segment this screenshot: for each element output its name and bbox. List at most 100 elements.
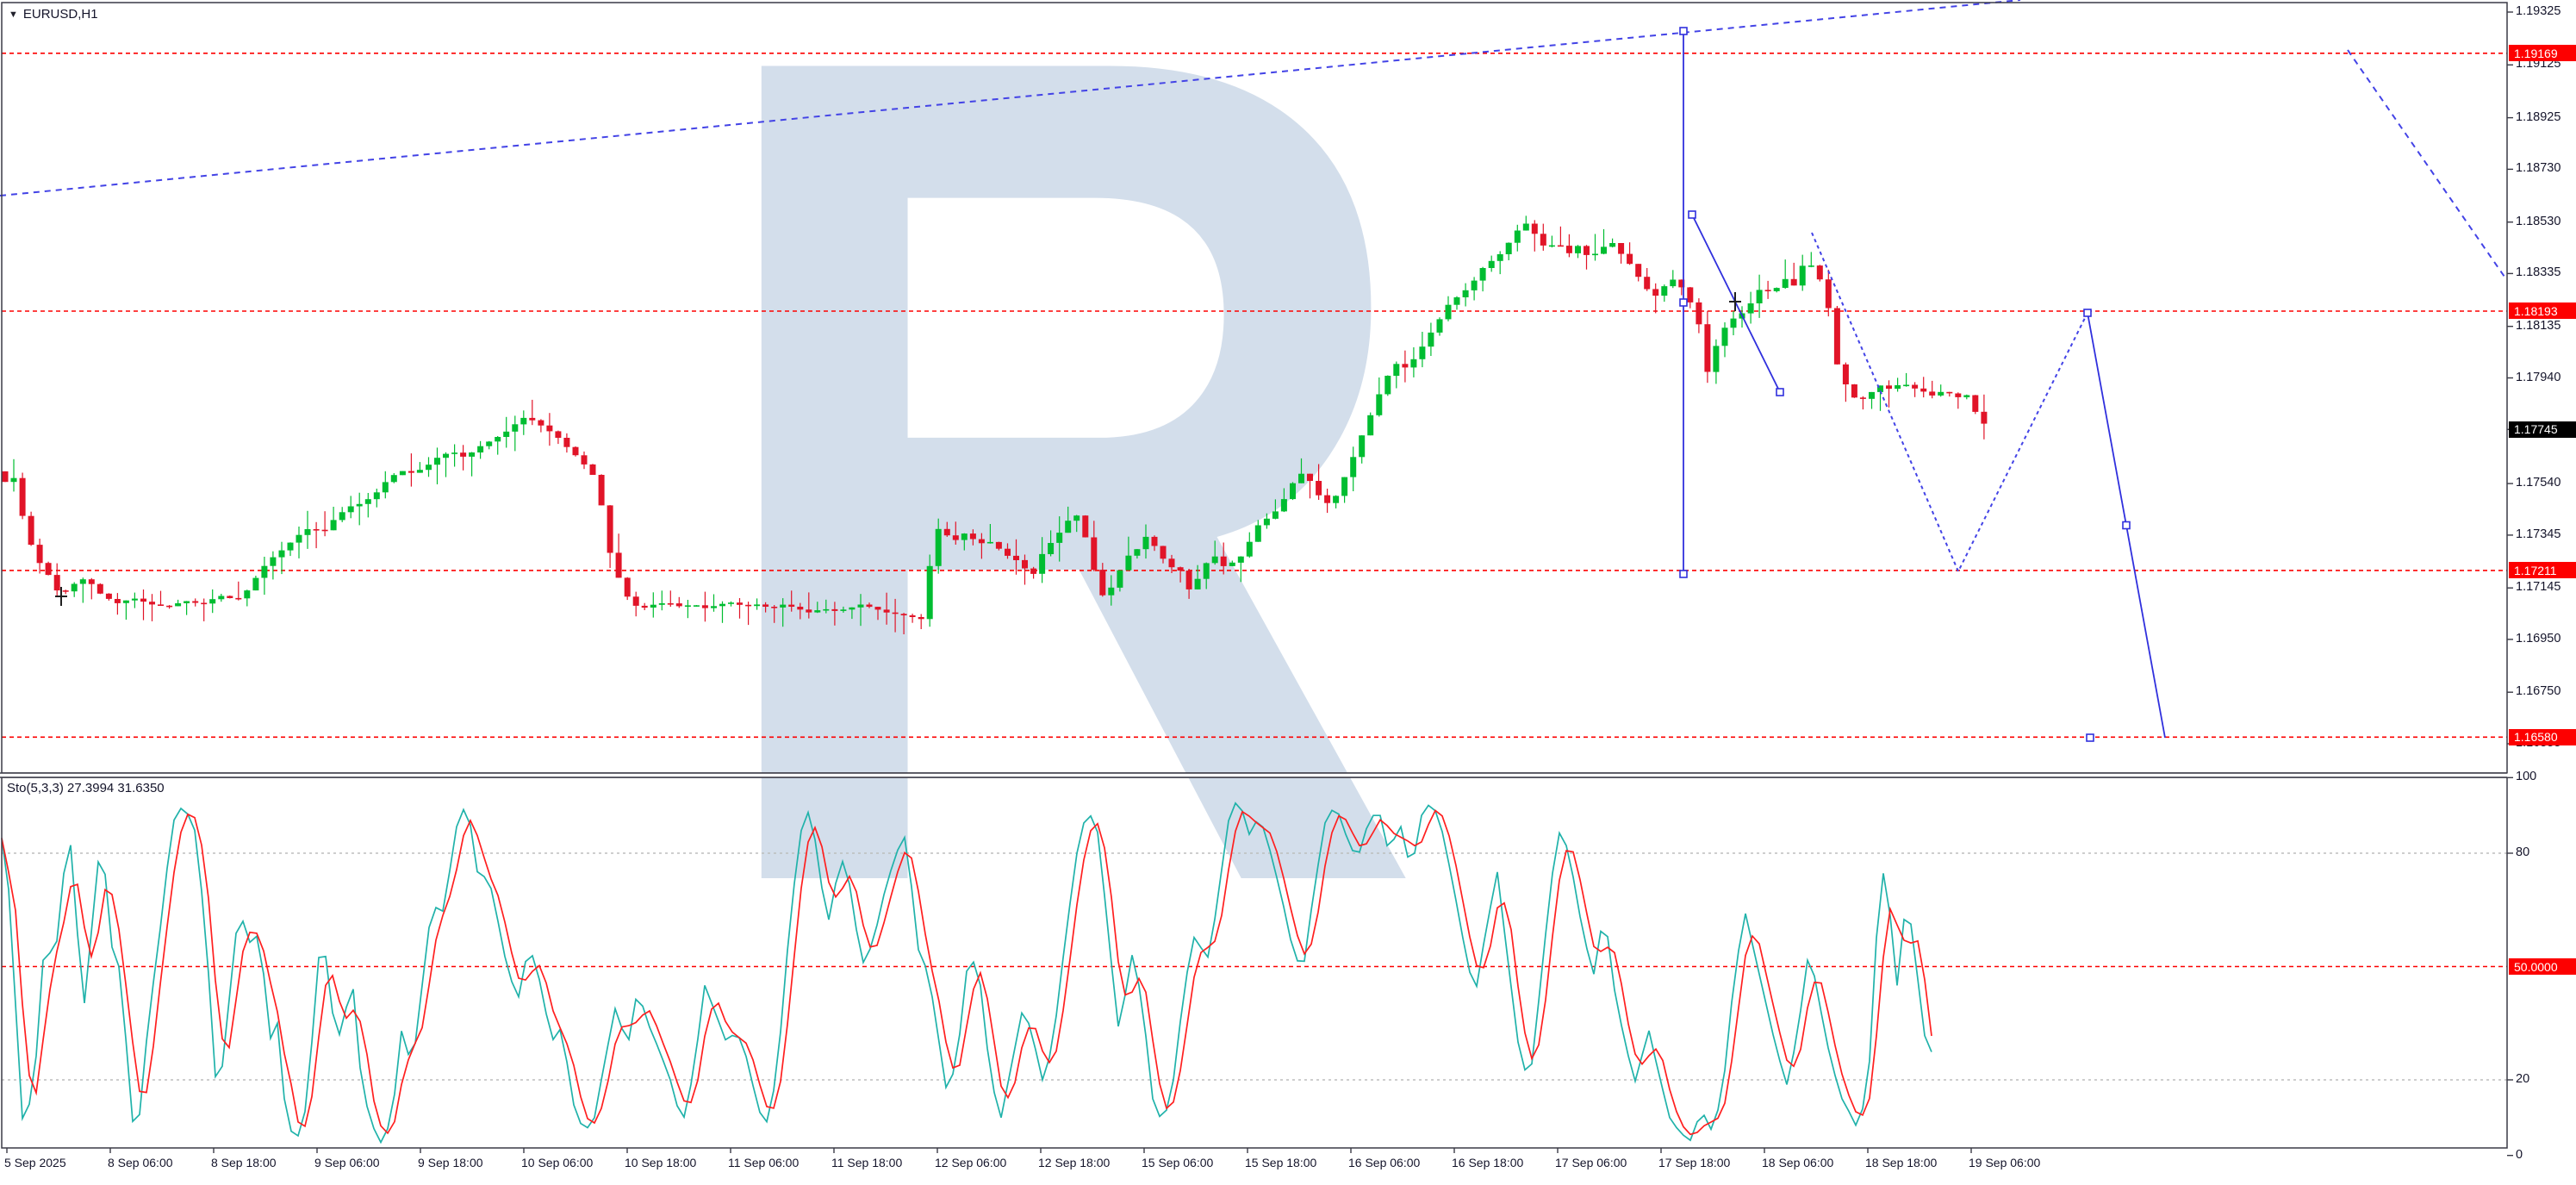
panel-splitter[interactable]	[0, 773, 2576, 777]
time-axis-label[interactable]: 5 Sep 2025	[4, 1156, 66, 1169]
time-axis-label[interactable]: 12 Sep 18:00	[1038, 1156, 1111, 1169]
time-axis-label[interactable]: 9 Sep 18:00	[418, 1156, 483, 1169]
candle-body	[1627, 253, 1633, 265]
candle-body	[1142, 536, 1149, 550]
candle-body	[995, 541, 1002, 549]
candle-body	[1713, 346, 1720, 372]
candle-body	[1393, 364, 1400, 377]
time-axis-label[interactable]: 15 Sep 06:00	[1142, 1156, 1214, 1169]
candle-body	[1194, 578, 1201, 589]
time-axis-label[interactable]: 18 Sep 18:00	[1865, 1156, 1938, 1169]
time-axis-label[interactable]: 11 Sep 06:00	[728, 1156, 800, 1169]
candle-body	[1428, 332, 1434, 347]
object-handle[interactable]	[2083, 309, 2092, 317]
candle-body	[1756, 290, 1763, 303]
stochastic-signal-line	[1, 809, 1932, 1136]
time-axis-label[interactable]: 18 Sep 06:00	[1762, 1156, 1834, 1169]
candle-body	[1237, 556, 1244, 563]
candle-body	[1696, 302, 1702, 325]
candle-body	[1635, 264, 1642, 278]
object-handle[interactable]	[1688, 210, 1696, 219]
candle-body	[1290, 483, 1296, 500]
time-axis-label[interactable]: 8 Sep 06:00	[108, 1156, 173, 1169]
candle-body	[1263, 518, 1270, 526]
candle-body	[166, 605, 173, 608]
time-axis-label[interactable]: 8 Sep 18:00	[211, 1156, 277, 1169]
candle-body	[1410, 359, 1417, 368]
candle-body	[1505, 242, 1512, 254]
candle-body	[529, 417, 536, 421]
symbol-timeframe-label[interactable]: ▼ EURUSD,H1	[9, 7, 98, 22]
price-axis-label[interactable]: 1.16750	[2516, 684, 2561, 699]
candle-body	[1324, 495, 1331, 503]
candle-body	[1929, 391, 1936, 396]
price-axis-label[interactable]: 1.17540	[2516, 476, 2561, 490]
dotted-zigzag-projection[interactable]	[1811, 232, 2088, 574]
price-axis-label[interactable]: 1.18135	[2516, 318, 2561, 333]
price-axis-label[interactable]: 1.19325	[2516, 4, 2561, 18]
candle-body	[1082, 515, 1089, 538]
sto-axis-label[interactable]: 100	[2516, 770, 2537, 784]
price-axis-label[interactable]: 1.18730	[2516, 161, 2561, 176]
time-axis-label[interactable]: 11 Sep 18:00	[831, 1156, 903, 1169]
candle-body	[1091, 537, 1098, 571]
time-axis-label[interactable]: 9 Sep 06:00	[314, 1156, 380, 1169]
candle-body	[1307, 473, 1313, 481]
candle-body	[1799, 265, 1806, 286]
candle-body	[347, 506, 354, 513]
price-axis-label[interactable]: 1.18335	[2516, 265, 2561, 280]
candle-body	[788, 604, 795, 607]
object-handle[interactable]	[1679, 298, 1688, 307]
candle-body	[235, 597, 242, 600]
time-axis-label[interactable]: 15 Sep 18:00	[1245, 1156, 1317, 1169]
candle-body	[1912, 384, 1919, 389]
time-axis-label[interactable]: 17 Sep 18:00	[1658, 1156, 1731, 1169]
price-axis-label[interactable]: 1.17145	[2516, 580, 2561, 595]
object-handle[interactable]	[1679, 570, 1688, 578]
candle-body	[1160, 546, 1167, 559]
candle-body	[330, 520, 337, 531]
candle-body	[762, 604, 769, 607]
price-axis-label[interactable]: 1.17940	[2516, 370, 2561, 384]
price-axis-label[interactable]: 1.17345	[2516, 527, 2561, 541]
candle-body	[477, 446, 484, 452]
candle-body	[1039, 553, 1046, 574]
candle-body	[416, 470, 423, 473]
time-axis-label[interactable]: 16 Sep 06:00	[1348, 1156, 1421, 1169]
time-axis-label[interactable]: 17 Sep 06:00	[1555, 1156, 1627, 1169]
object-handle[interactable]	[1679, 27, 1688, 35]
dashed-projection-line-right[interactable]	[2347, 49, 2507, 280]
sto-axis-label[interactable]: 20	[2516, 1072, 2530, 1086]
price-axis-label[interactable]: 1.16950	[2516, 631, 2561, 646]
time-axis-label[interactable]: 16 Sep 18:00	[1452, 1156, 1524, 1169]
time-axis-label[interactable]: 19 Sep 06:00	[1969, 1156, 2041, 1169]
object-handle[interactable]	[1776, 388, 1784, 396]
candle-body	[711, 606, 717, 608]
candle-body	[986, 541, 993, 544]
object-handle[interactable]	[2122, 521, 2131, 530]
candle-body	[1886, 385, 1892, 390]
candle-body	[28, 515, 34, 546]
candle-body	[797, 607, 804, 610]
time-axis-label[interactable]: 10 Sep 06:00	[521, 1156, 594, 1169]
candle-body	[1056, 533, 1063, 543]
sto-axis-label[interactable]: 80	[2516, 845, 2530, 859]
indicator-label[interactable]: Sto(5,3,3) 27.3994 31.6350	[7, 781, 165, 795]
candle-body	[675, 603, 682, 607]
time-axis-label[interactable]: 10 Sep 18:00	[625, 1156, 697, 1169]
sto-axis-label[interactable]: 0	[2516, 1147, 2523, 1162]
price-axis-label[interactable]: 1.18925	[2516, 109, 2561, 124]
candle-body	[114, 599, 121, 603]
candle-body	[1376, 394, 1383, 415]
dashed-uptrend-line[interactable]	[0, 0, 2021, 196]
candle-body	[693, 605, 700, 607]
chevron-down-icon[interactable]: ▼	[9, 9, 18, 20]
candle-body	[1938, 391, 1944, 396]
time-axis-label[interactable]: 12 Sep 06:00	[935, 1156, 1007, 1169]
object-handle[interactable]	[2086, 733, 2094, 742]
candle-body	[261, 565, 268, 578]
price-axis-label[interactable]: 1.18530	[2516, 214, 2561, 228]
candle-body	[19, 477, 26, 516]
